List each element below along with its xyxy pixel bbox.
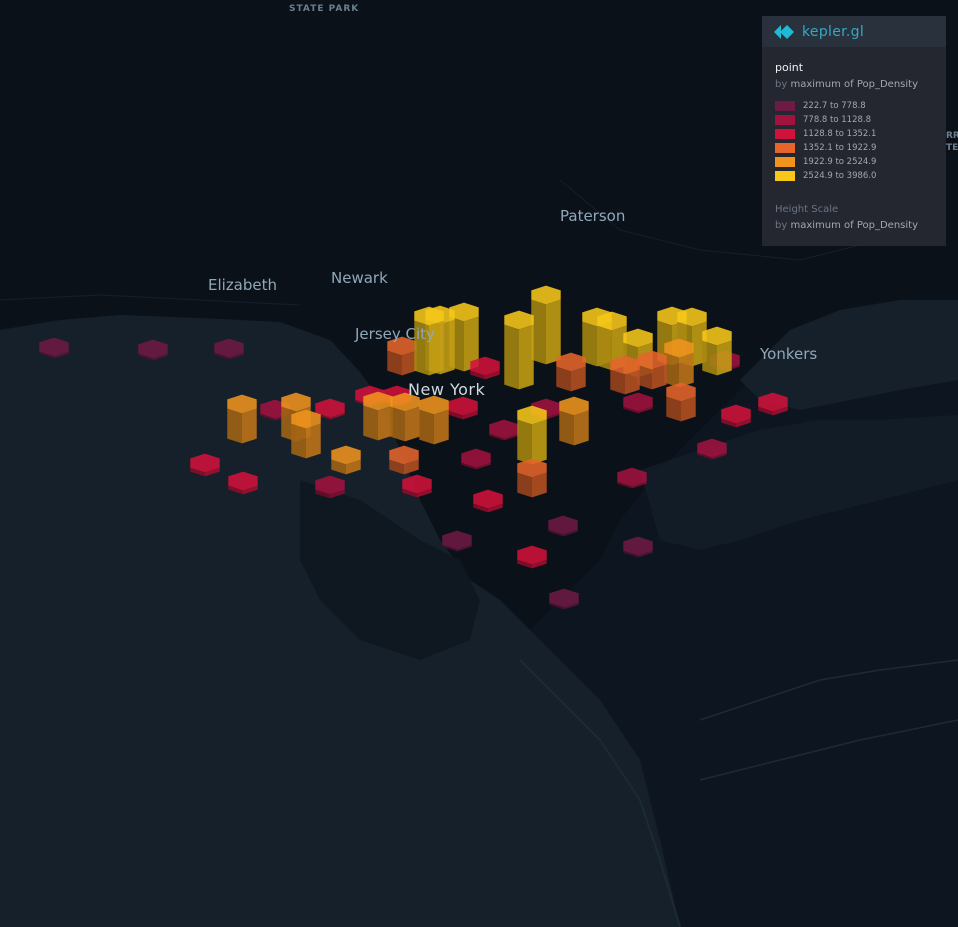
legend-swatch — [775, 115, 795, 125]
hex-column — [549, 588, 579, 610]
hex-column — [461, 448, 491, 470]
hex-column — [331, 445, 361, 475]
legend-item: 2524.9 to 3986.0 — [775, 169, 946, 183]
edge-map-label-top: RR — [946, 131, 958, 141]
legend-item-label: 1128.8 to 1352.1 — [803, 129, 877, 139]
legend-item-label: 222.7 to 778.8 — [803, 101, 866, 111]
legend-swatch — [775, 101, 795, 111]
legend-item-label: 778.8 to 1128.8 — [803, 115, 872, 125]
legend-height-scale-title: Height Scale — [775, 204, 839, 215]
hex-column — [517, 545, 547, 569]
hex-column — [758, 392, 788, 416]
hex-column — [623, 392, 653, 414]
hex-column — [548, 515, 578, 537]
legend-height-by: by maximum of Pop_Density — [775, 220, 918, 231]
kepler-brand: kepler.gl — [802, 23, 865, 40]
hexagon-layer — [39, 285, 788, 610]
hex-column — [610, 355, 640, 395]
hex-column — [390, 392, 420, 442]
legend-swatch — [775, 171, 795, 181]
hex-column — [389, 445, 419, 475]
hex-column — [517, 405, 547, 465]
state-park-label: STATE PARK — [289, 4, 360, 14]
hex-column — [227, 394, 257, 444]
city-label-yonkers: Yonkers — [760, 345, 818, 363]
legend-item-label: 1352.1 to 1922.9 — [803, 143, 877, 153]
legend-item: 1922.9 to 2524.9 — [775, 155, 946, 169]
hex-column — [470, 356, 500, 380]
legend-color-by: by maximum of Pop_Density — [775, 79, 918, 90]
hex-column — [721, 404, 751, 428]
hex-column — [666, 382, 696, 422]
city-label-newark: Newark — [331, 269, 388, 287]
hex-column — [448, 396, 478, 420]
hex-column — [664, 338, 694, 388]
hex-column — [214, 338, 244, 360]
legend-swatch — [775, 157, 795, 167]
hex-column — [228, 471, 258, 495]
hex-column — [617, 467, 647, 489]
hex-column — [697, 438, 727, 460]
hex-column — [138, 339, 168, 361]
hex-column — [190, 453, 220, 477]
legend-item: 222.7 to 778.8 — [775, 99, 946, 113]
hex-column — [473, 489, 503, 513]
hex-column — [702, 326, 732, 376]
edge-map-label-bottom: TE — [946, 143, 958, 153]
legend-layer-name: point — [775, 61, 804, 74]
kepler-logo-icon — [774, 24, 794, 39]
hex-column — [442, 530, 472, 552]
legend-item: 1128.8 to 1352.1 — [775, 127, 946, 141]
hex-column — [402, 474, 432, 498]
hex-column — [414, 306, 444, 376]
legend-swatch — [775, 129, 795, 139]
legend-item: 1352.1 to 1922.9 — [775, 141, 946, 155]
legend-swatch — [775, 143, 795, 153]
hex-column — [623, 536, 653, 558]
hex-column — [387, 336, 417, 376]
legend-header: kepler.gl — [762, 16, 946, 47]
hex-column — [559, 396, 589, 446]
hex-column — [363, 391, 393, 441]
hex-column — [419, 395, 449, 445]
hex-column — [531, 285, 561, 365]
hex-column — [517, 458, 547, 498]
hex-column — [315, 475, 345, 499]
legend-color-scale: 222.7 to 778.8 778.8 to 1128.8 1128.8 to 1… — [775, 99, 946, 183]
city-label-new-york: New York — [408, 380, 486, 399]
hex-column — [637, 350, 667, 390]
hex-column — [556, 352, 586, 392]
legend-item-label: 1922.9 to 2524.9 — [803, 157, 877, 167]
city-label-jersey-city: Jersey City — [355, 325, 435, 343]
legend-item-label: 2524.9 to 3986.0 — [803, 171, 877, 181]
legend-item: 778.8 to 1128.8 — [775, 113, 946, 127]
hex-column — [39, 337, 69, 359]
hex-column — [504, 310, 534, 390]
map-legend: kepler.gl point by maximum of Pop_Densit… — [762, 16, 946, 246]
city-label-paterson: Paterson — [560, 207, 626, 225]
hex-column — [489, 419, 519, 441]
city-label-elizabeth: Elizabeth — [208, 276, 278, 294]
hex-column — [291, 409, 321, 459]
